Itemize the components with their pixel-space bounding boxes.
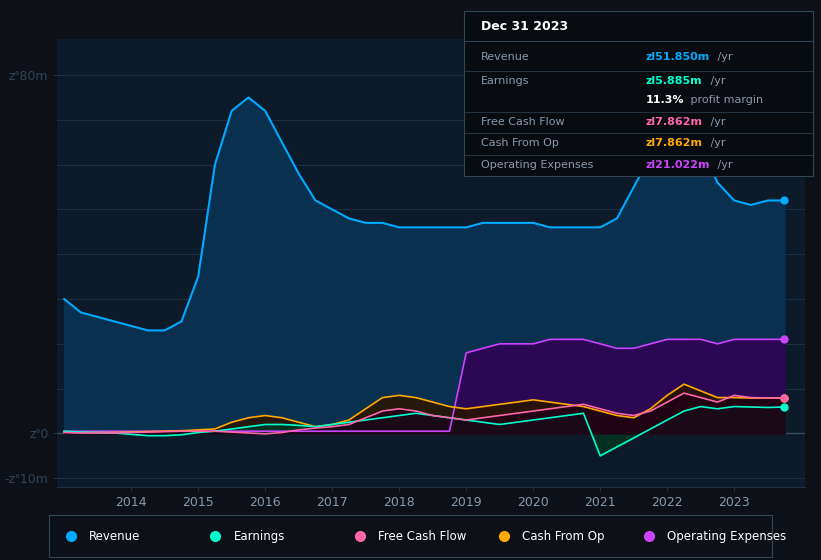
Text: Dec 31 2023: Dec 31 2023 [481, 20, 568, 32]
Text: zl51.850m: zl51.850m [645, 53, 709, 63]
Text: zl5.885m: zl5.885m [645, 76, 702, 86]
Text: Earnings: Earnings [481, 76, 530, 86]
Text: zl7.862m: zl7.862m [645, 138, 702, 148]
Text: Cash From Op: Cash From Op [522, 530, 605, 543]
Text: 11.3%: 11.3% [645, 95, 684, 105]
Text: Free Cash Flow: Free Cash Flow [481, 117, 565, 127]
Text: Free Cash Flow: Free Cash Flow [378, 530, 466, 543]
Text: Revenue: Revenue [481, 53, 530, 63]
Text: Earnings: Earnings [233, 530, 285, 543]
Text: /yr: /yr [714, 160, 733, 170]
Text: /yr: /yr [707, 76, 725, 86]
Text: Revenue: Revenue [89, 530, 140, 543]
Text: /yr: /yr [714, 53, 733, 63]
Text: zl21.022m: zl21.022m [645, 160, 710, 170]
Text: zl7.862m: zl7.862m [645, 117, 702, 127]
Text: profit margin: profit margin [687, 95, 764, 105]
Text: Cash From Op: Cash From Op [481, 138, 559, 148]
Text: /yr: /yr [707, 138, 725, 148]
Text: Operating Expenses: Operating Expenses [667, 530, 787, 543]
Text: Operating Expenses: Operating Expenses [481, 160, 594, 170]
Text: /yr: /yr [707, 117, 725, 127]
